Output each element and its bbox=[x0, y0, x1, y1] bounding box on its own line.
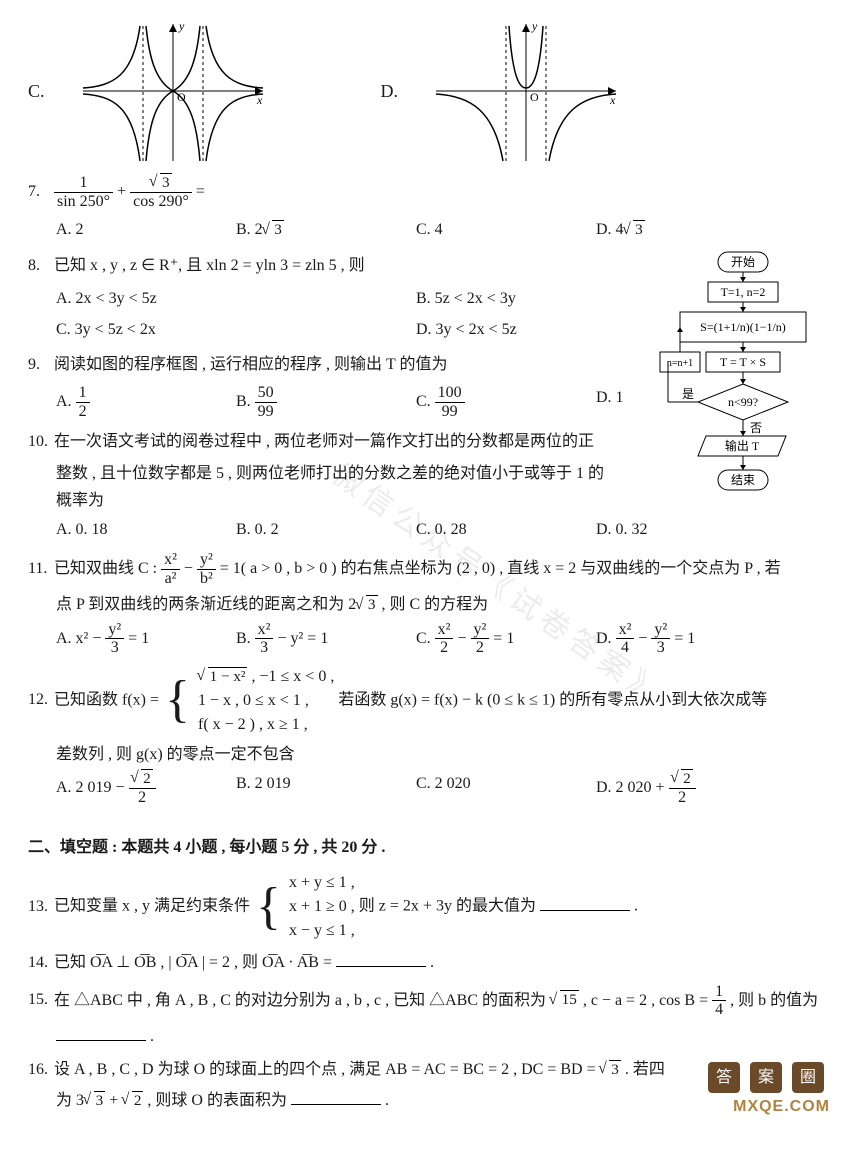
q10-opt-c: C. 0. 28 bbox=[416, 514, 596, 545]
q10-number: 10. bbox=[28, 428, 50, 455]
flow-start: 开始 bbox=[731, 255, 755, 269]
q16-stem1-pre: 设 A , B , C , D 为球 O 的球面上的四个点 , 满足 AB = … bbox=[54, 1061, 600, 1078]
brace-icon: { bbox=[165, 677, 190, 724]
question-14: 14. 已知 O͞A ⊥ O͞B , | O͞A | = 2 , 则 O͞A ·… bbox=[28, 949, 820, 976]
badge-2: 案 bbox=[750, 1062, 782, 1093]
flowchart: 开始 T=1, n=2 S=(1+1/n)(1−1/n) T = T × S n… bbox=[658, 250, 828, 519]
section-2-heading: 二、填空题 : 本题共 4 小题 , 每小题 5 分 , 共 20 分 . bbox=[28, 834, 820, 861]
q15-stem-pre: 在 △ABC 中 , 角 A , B , C 的对边分别为 a , b , c … bbox=[54, 991, 550, 1008]
q12-opt-b: B. 2 019 bbox=[236, 768, 416, 808]
figure-d-label: D. bbox=[381, 76, 399, 107]
q12-opt-d: D. 2 020 + 22 bbox=[596, 768, 776, 808]
q7-opt-a: A. 2 bbox=[56, 214, 236, 245]
question-12: 12. 已知函数 f(x) = { 1 − x² , −1 ≤ x < 0 , … bbox=[28, 665, 820, 737]
q12-opt-c: C. 2 020 bbox=[416, 768, 596, 808]
question-16: 16. 设 A , B , C , D 为球 O 的球面上的四个点 , 满足 A… bbox=[28, 1056, 820, 1083]
q12-stem-mid: 若函数 g(x) = f(x) − k (0 ≤ k ≤ 1) 的所有零点从小到… bbox=[338, 691, 767, 708]
site-label: MXQE.COM bbox=[708, 1093, 830, 1120]
figure-row: C. O x y D. O x y bbox=[28, 16, 820, 166]
figure-c-label: C. bbox=[28, 76, 45, 107]
q12-cases: 1 − x² , −1 ≤ x < 0 , 1 − x , 0 ≤ x < 1 … bbox=[198, 665, 334, 737]
q7-plus: + bbox=[117, 183, 130, 200]
q7-options: A. 2 B. 23 C. 4 D. 43 bbox=[56, 214, 820, 245]
badge-1: 答 bbox=[708, 1062, 740, 1093]
svg-text:T = T × S: T = T × S bbox=[720, 355, 766, 369]
svg-text:y: y bbox=[531, 19, 538, 33]
q14-stem: 已知 O͞A ⊥ O͞B , | O͞A | = 2 , 则 O͞A · A͞B… bbox=[54, 954, 332, 971]
svg-text:n=n+1: n=n+1 bbox=[667, 358, 693, 369]
svg-text:S=(1+1/n)(1−1/n): S=(1+1/n)(1−1/n) bbox=[700, 320, 786, 334]
q11-opt-d: D. x²4 − y²3 = 1 bbox=[596, 619, 776, 659]
q7-opt-b: B. 23 bbox=[236, 214, 416, 245]
q7-frac2: 3cos 290° bbox=[130, 174, 192, 210]
q13-stem-post: 则 z = 2x + 3y 的最大值为 bbox=[359, 898, 536, 915]
q11-opt-c: C. x²2 − y²2 = 1 bbox=[416, 619, 596, 659]
q16-tail: . bbox=[385, 1092, 389, 1109]
q9-number: 9. bbox=[28, 351, 50, 378]
q11-opt-b: B. x²3 − y² = 1 bbox=[236, 619, 416, 659]
q9-opt-a: A. 12 bbox=[56, 382, 236, 422]
brace-icon: { bbox=[256, 884, 281, 931]
q14-tail: . bbox=[430, 954, 434, 971]
svg-text:输出 T: 输出 T bbox=[725, 438, 760, 453]
fill-blank[interactable] bbox=[540, 895, 630, 911]
svg-text:n<99?: n<99? bbox=[728, 395, 758, 409]
q11-stem-c: 点 P 到双曲线的两条渐近线的距离之和为 23 , 则 C 的方程为 bbox=[56, 591, 820, 618]
q7-opt-c: C. 4 bbox=[416, 214, 596, 245]
q7-frac1: 1sin 250° bbox=[54, 174, 113, 210]
q16-stem1-post: . 若四 bbox=[625, 1061, 665, 1078]
q15-stem-mid: , c − a = 2 , cos B = bbox=[583, 991, 712, 1008]
q11-stem-b: = 1( a > 0 , b > 0 ) 的右焦点坐标为 (2 , 0) , 直… bbox=[220, 560, 781, 577]
q13-stem-pre: 已知变量 x , y 满足约束条件 bbox=[54, 898, 250, 915]
graph-c: O x y bbox=[73, 16, 273, 166]
q14-number: 14. bbox=[28, 949, 50, 976]
q11-opt-a: A. x² − y²3 = 1 bbox=[56, 619, 236, 659]
q8-number: 8. bbox=[28, 252, 50, 279]
q15-tail: . bbox=[150, 1028, 154, 1045]
q12-opt-a: A. 2 019 − 22 bbox=[56, 768, 236, 808]
q8-opt-c: C. 3y < 5z < 2x bbox=[56, 314, 416, 345]
footer: 答 案 圈 MXQE.COM bbox=[708, 1062, 830, 1120]
q16-line2: 为 33 + 2 , 则球 O 的表面积为 . bbox=[56, 1087, 820, 1114]
q8-stem: 已知 x , y , z ∈ R⁺, 且 xln 2 = yln 3 = zln… bbox=[54, 257, 365, 274]
question-11: 11. 已知双曲线 C : x²a² − y²b² = 1( a > 0 , b… bbox=[28, 551, 820, 587]
q10-opt-a: A. 0. 18 bbox=[56, 514, 236, 545]
q13-cases: x + y ≤ 1 , x + 1 ≥ 0 , x − y ≤ 1 , bbox=[289, 871, 355, 943]
svg-text:y: y bbox=[178, 19, 185, 33]
q9-stem: 阅读如图的程序框图 , 运行相应的程序 , 则输出 T 的值为 bbox=[54, 356, 448, 373]
fill-blank[interactable] bbox=[56, 1025, 146, 1041]
svg-text:结束: 结束 bbox=[731, 473, 755, 487]
q10-stem-line1: 在一次语文考试的阅卷过程中 , 两位老师对一篇作文打出的分数都是两位的正 bbox=[54, 433, 594, 450]
q11-options: A. x² − y²3 = 1 B. x²3 − y² = 1 C. x²2 −… bbox=[56, 619, 820, 659]
question-15: 15. 在 △ABC 中 , 角 A , B , C 的对边分别为 a , b … bbox=[28, 983, 820, 1019]
q7-eq: = bbox=[196, 183, 205, 200]
q13-tail: . bbox=[634, 898, 638, 915]
q11-stem-a: 已知双曲线 C : bbox=[54, 560, 157, 577]
question-7: 7. 1sin 250° + 3cos 290° = bbox=[28, 174, 820, 210]
q12-stem-pre: 已知函数 f(x) = bbox=[54, 691, 163, 708]
fill-blank[interactable] bbox=[336, 951, 426, 967]
fill-blank[interactable] bbox=[291, 1089, 381, 1105]
q7-number: 7. bbox=[28, 178, 50, 205]
svg-text:O: O bbox=[530, 90, 539, 104]
q7-opt-d: D. 43 bbox=[596, 214, 776, 245]
q12-number: 12. bbox=[28, 686, 50, 713]
svg-text:是: 是 bbox=[682, 387, 694, 401]
q12-stem-post: 差数列 , 则 g(x) 的零点一定不包含 bbox=[56, 741, 820, 768]
q16-number: 16. bbox=[28, 1056, 50, 1083]
q12-options: A. 2 019 − 22 B. 2 019 C. 2 020 D. 2 020… bbox=[56, 768, 820, 808]
q15-stem-post: , 则 b 的值为 bbox=[730, 991, 818, 1008]
svg-text:T=1, n=2: T=1, n=2 bbox=[721, 285, 766, 299]
q9-opt-b: B. 5099 bbox=[236, 382, 416, 422]
graph-d: O x y bbox=[426, 16, 626, 166]
question-13: 13. 已知变量 x , y 满足约束条件 { x + y ≤ 1 , x + … bbox=[28, 871, 820, 943]
q15-number: 15. bbox=[28, 986, 50, 1013]
q8-opt-a: A. 2x < 3y < 5z bbox=[56, 283, 416, 314]
badge-3: 圈 bbox=[792, 1062, 824, 1093]
q11-number: 11. bbox=[28, 555, 50, 582]
q10-opt-b: B. 0. 2 bbox=[236, 514, 416, 545]
q9-opt-c: C. 10099 bbox=[416, 382, 596, 422]
svg-text:否: 否 bbox=[750, 421, 762, 435]
q13-number: 13. bbox=[28, 893, 50, 920]
